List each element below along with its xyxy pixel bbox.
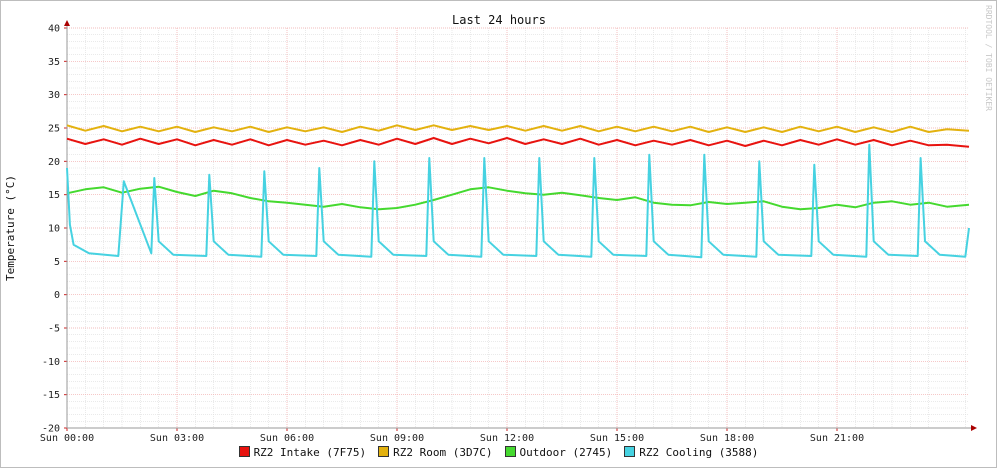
y-tick-label: 40 <box>48 24 60 35</box>
x-tick-label: Sun 15:00 <box>590 433 644 444</box>
y-tick-label: -15 <box>42 390 60 401</box>
legend-item: RZ2 Intake (7F75) <box>238 446 367 459</box>
y-tick-label: -20 <box>42 424 60 435</box>
y-tick-label: 35 <box>48 57 60 68</box>
y-tick-label: -10 <box>42 357 60 368</box>
legend-item: RZ2 Cooling (3588) <box>624 446 758 459</box>
y-tick-label: 5 <box>54 257 60 268</box>
chart-title: Last 24 hours <box>452 13 546 27</box>
y-tick-label: 15 <box>48 190 60 201</box>
y-tick-label: 10 <box>48 224 60 235</box>
legend-label: RZ2 Cooling (3588) <box>639 446 759 459</box>
rrdtool-watermark: RRDTOOL / TOBI OETIKER <box>984 5 993 111</box>
legend-swatch <box>624 446 636 457</box>
y-tick-label: 25 <box>48 124 60 135</box>
x-tick-label: Sun 06:00 <box>260 433 314 444</box>
legend-swatch <box>238 446 250 457</box>
legend-swatch <box>504 446 516 457</box>
y-tick-label: -5 <box>48 324 60 335</box>
x-tick-label: Sun 00:00 <box>40 433 94 444</box>
legend-label: Outdoor (2745) <box>519 446 613 459</box>
series-line-2 <box>66 185 970 211</box>
series-line-3 <box>66 143 970 259</box>
legend-swatch <box>378 446 390 457</box>
legend-label: RZ2 Room (3D7C) <box>393 446 493 459</box>
x-tick-label: Sun 21:00 <box>810 433 864 444</box>
legend-item: RZ2 Room (3D7C) <box>378 446 493 459</box>
y-axis-arrow <box>64 20 70 26</box>
x-axis-arrow <box>971 425 977 431</box>
y-tick-label: 0 <box>54 290 60 301</box>
series-layer <box>66 124 970 259</box>
legend-item: Outdoor (2745) <box>504 446 613 459</box>
series-line-0 <box>66 137 970 148</box>
x-tick-label: Sun 18:00 <box>700 433 754 444</box>
y-tick-label: 30 <box>48 90 60 101</box>
legend-label: RZ2 Intake (7F75) <box>253 446 367 459</box>
major-grid <box>67 27 969 428</box>
y-tick-label: 20 <box>48 157 60 168</box>
x-tick-label: Sun 03:00 <box>150 433 204 444</box>
axes <box>64 20 977 431</box>
series-line-1 <box>66 124 970 133</box>
x-tick-label: Sun 09:00 <box>370 433 424 444</box>
legend: RZ2 Intake (7F75) RZ2 Room (3D7C) Outdoor … <box>0 446 997 459</box>
y-axis-label: Temperature (°C) <box>4 175 17 281</box>
x-tick-label: Sun 12:00 <box>480 433 534 444</box>
